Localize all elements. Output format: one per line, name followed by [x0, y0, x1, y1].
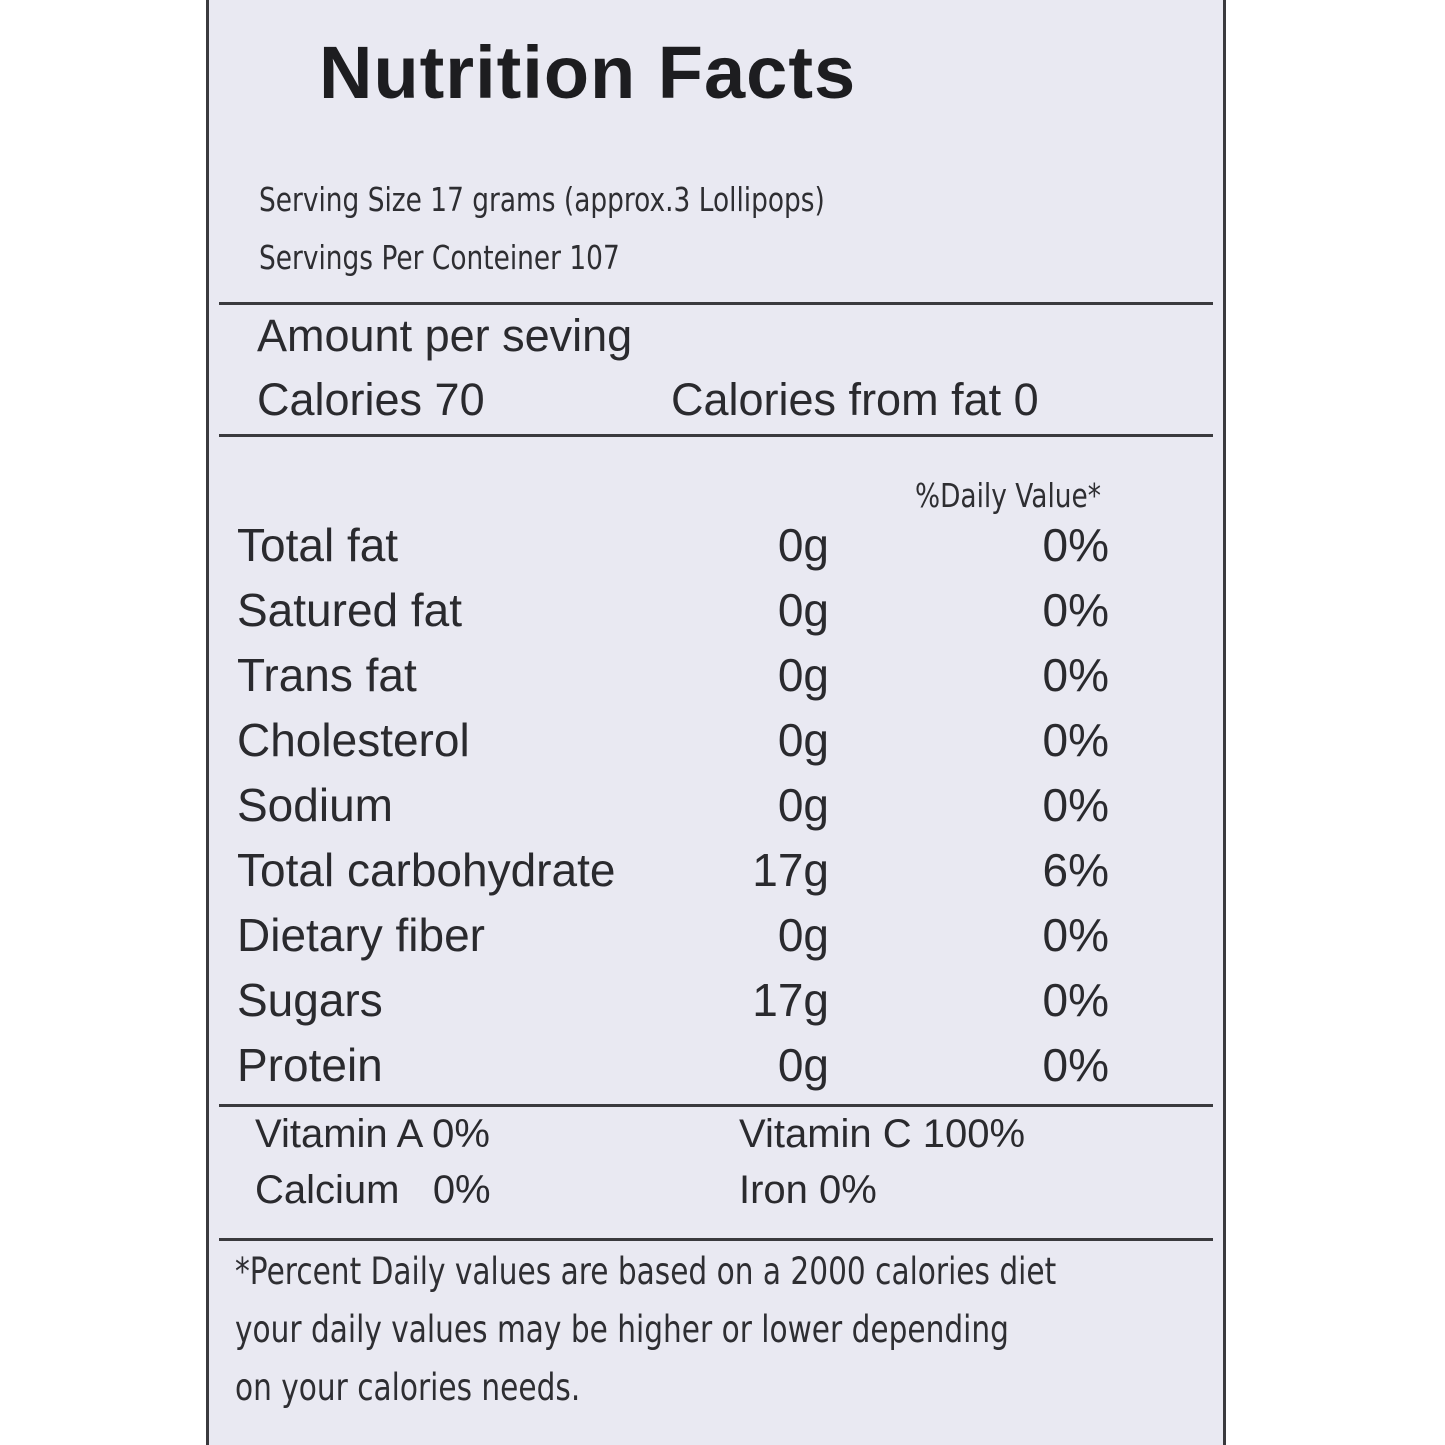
serving-size: Serving Size 17 grams (approx.3 Lollipop…	[259, 180, 825, 219]
calcium: Calcium 0%	[255, 1168, 491, 1212]
divider	[219, 302, 1213, 305]
iron: Iron 0%	[739, 1168, 877, 1212]
nutrient-name: Sodium	[237, 779, 393, 831]
daily-value-header: %Daily Value*	[915, 476, 1101, 515]
nutrient-daily-value: 0%	[1042, 714, 1109, 766]
nutrient-name: Protein	[237, 1039, 383, 1091]
servings-per-container: Servings Per Conteiner 107	[259, 238, 620, 277]
nutrition-label: Nutrition Facts Serving Size 17 grams (a…	[206, 0, 1226, 1445]
nutrient-name: Total fat	[237, 519, 399, 571]
nutrient-name: Cholesterol	[237, 714, 470, 766]
nutrient-daily-value: 0%	[1042, 584, 1109, 636]
nutrient-name: Sugars	[237, 974, 383, 1026]
nutrient-amount: 0g	[777, 909, 829, 961]
footnote-line: on your calories needs.	[235, 1366, 581, 1409]
footnote-line: *Percent Daily values are based on a 200…	[235, 1250, 1057, 1293]
calories-from-fat: Calories from fat 0	[671, 374, 1039, 425]
nutrient-amount: 0g	[777, 1039, 829, 1091]
nutrient-daily-value: 6%	[1042, 844, 1109, 896]
nutrient-daily-value: 0%	[1042, 779, 1109, 831]
nutrient-amount: 0g	[777, 714, 829, 766]
divider	[219, 434, 1213, 437]
nutrient-amount: 17g	[752, 844, 829, 896]
nutrient-name: Satured fat	[237, 584, 463, 636]
vitamin-c: Vitamin C 100%	[739, 1112, 1026, 1156]
nutrient-daily-value: 0%	[1042, 649, 1109, 701]
nutrient-daily-value: 0%	[1042, 974, 1109, 1026]
vitamin-a: Vitamin A 0%	[255, 1112, 490, 1156]
nutrient-name: Trans fat	[237, 649, 417, 701]
divider	[219, 1238, 1213, 1241]
nutrient-amount: 0g	[777, 519, 829, 571]
nutrient-daily-value: 0%	[1042, 909, 1109, 961]
nutrient-name: Dietary fiber	[237, 909, 485, 961]
footnote-line: your daily values may be higher or lower…	[235, 1308, 1009, 1351]
nutrient-amount: 0g	[777, 584, 829, 636]
label-title: Nutrition Facts	[319, 31, 857, 114]
amount-per-serving: Amount per seving	[257, 310, 633, 361]
nutrient-name: Total carbohydrate	[237, 844, 616, 896]
nutrient-daily-value: 0%	[1042, 1039, 1109, 1091]
nutrient-amount: 0g	[777, 779, 829, 831]
nutrient-amount: 17g	[752, 974, 829, 1026]
nutrient-amount: 0g	[777, 649, 829, 701]
nutrient-daily-value: 0%	[1042, 519, 1109, 571]
divider	[219, 1104, 1213, 1107]
calories: Calories 70	[257, 374, 485, 425]
